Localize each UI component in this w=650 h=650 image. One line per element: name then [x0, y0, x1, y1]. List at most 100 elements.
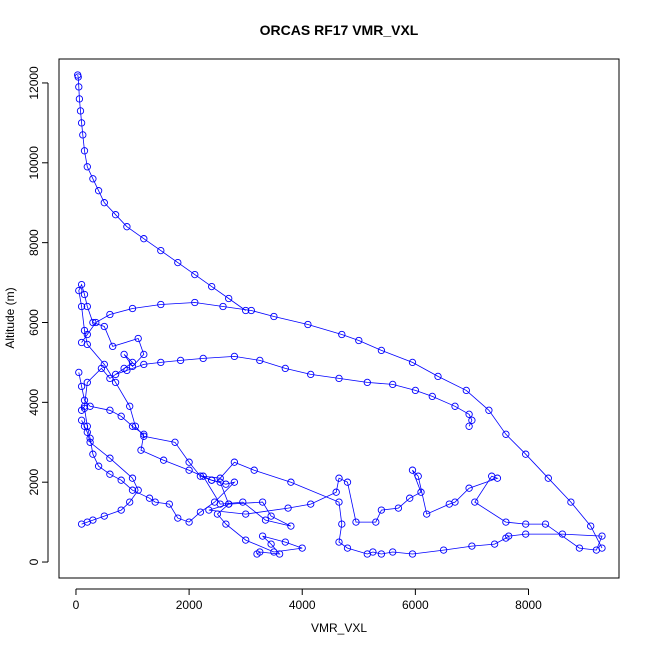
data-point [79, 131, 87, 139]
data-point [428, 392, 436, 401]
data-point [352, 518, 360, 526]
data-point [267, 512, 275, 520]
data-point [490, 540, 499, 548]
data-point [210, 498, 219, 506]
series-layer [74, 71, 606, 558]
data-point [117, 506, 125, 514]
y-tick-label: 12000 [27, 66, 41, 100]
data-point [587, 522, 595, 530]
data-point [123, 366, 131, 375]
data-point [335, 474, 343, 482]
data-point [267, 540, 275, 548]
data-point [111, 211, 120, 219]
data-point [258, 498, 267, 506]
data-point [389, 548, 397, 556]
data-point [434, 372, 442, 381]
data-point [258, 532, 267, 540]
data-point [111, 378, 120, 387]
data-point [128, 362, 137, 371]
y-axis: 0 2000 4000 6000 8000 10000 12000 [27, 66, 49, 565]
data-point [377, 550, 386, 558]
data-point [74, 73, 82, 81]
data-point [225, 294, 233, 303]
series-4 [111, 352, 476, 430]
data-point [128, 304, 137, 313]
data-point [140, 350, 148, 359]
data-point [80, 422, 89, 430]
x-axis-label: VMR_VXL [311, 621, 367, 635]
data-point [377, 506, 386, 514]
data-point [75, 83, 83, 91]
data-point [445, 500, 453, 508]
data-point [408, 358, 417, 367]
data-point [208, 282, 216, 291]
data-point [106, 310, 114, 319]
data-point [377, 346, 386, 355]
data-point [157, 358, 165, 367]
data-point [408, 550, 417, 558]
data-point [157, 246, 165, 255]
data-point [100, 512, 108, 520]
data-point [174, 258, 182, 267]
data-point [191, 270, 199, 279]
data-point [598, 532, 606, 540]
data-point [208, 476, 216, 484]
data-point [256, 356, 264, 365]
series-line [115, 355, 473, 427]
data-point [140, 432, 148, 440]
data-point [502, 518, 510, 526]
data-point [83, 163, 91, 171]
data-point [541, 520, 550, 528]
data-point [126, 498, 134, 506]
data-point [505, 532, 513, 540]
data-point [369, 548, 377, 556]
data-point [191, 298, 199, 307]
series-3 [77, 416, 142, 528]
data-point [462, 386, 470, 395]
data-point [77, 382, 86, 391]
data-point [123, 223, 131, 231]
data-point [199, 354, 207, 363]
data-point [389, 380, 397, 389]
data-point [465, 422, 473, 430]
data-point [250, 466, 258, 474]
data-point [287, 522, 295, 530]
data-point [471, 498, 479, 506]
data-point [77, 520, 86, 528]
data-point [222, 480, 230, 488]
x-tick-label: 0 [73, 598, 80, 612]
data-point [109, 342, 117, 351]
data-point [522, 450, 530, 458]
data-point [92, 318, 100, 327]
data-point [106, 470, 114, 478]
data-point [185, 518, 193, 526]
data-point [75, 95, 84, 103]
data-point [117, 476, 125, 484]
data-point [270, 312, 278, 321]
data-point [213, 510, 222, 518]
data-point [465, 410, 473, 418]
data-point [100, 322, 108, 331]
data-point [75, 368, 83, 377]
data-point [94, 462, 103, 470]
data-point [222, 520, 230, 528]
data-point [493, 474, 502, 482]
data-point [80, 290, 89, 299]
y-tick-label: 2000 [27, 469, 41, 496]
data-point [171, 438, 179, 446]
data-point [185, 458, 193, 466]
x-tick-label: 4000 [289, 598, 316, 612]
data-point [80, 404, 89, 412]
data-point [199, 472, 207, 480]
data-point [75, 286, 83, 295]
data-point [287, 478, 295, 486]
data-point [77, 302, 86, 311]
data-point [304, 320, 312, 329]
data-point [485, 406, 493, 414]
series-6 [74, 71, 250, 315]
data-point [140, 360, 148, 369]
data-point [307, 370, 315, 379]
data-point [343, 544, 352, 552]
